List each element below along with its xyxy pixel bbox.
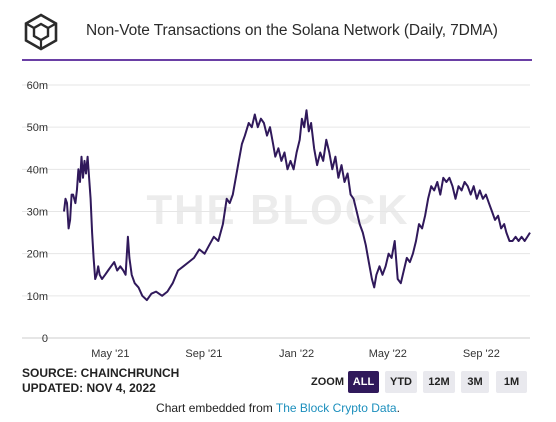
zoom-all-button[interactable]: ALL	[348, 371, 379, 393]
line-chart: THE BLOCK 0 10m 20m 30m 40m 50m 60m May '21 Sep…	[22, 80, 531, 360]
y-tick-label: 40m	[27, 164, 48, 176]
zoom-ytd-button[interactable]: YTD	[385, 371, 417, 393]
embed-footer: Chart embedded from The Block Crypto Dat…	[0, 401, 556, 415]
y-tick-label: 10m	[27, 291, 48, 303]
the-block-logo-icon	[24, 13, 58, 51]
x-axis-ticks: May '21 Sep '21 Jan '22 May '22 Sep '22	[91, 348, 500, 360]
x-tick-label: Sep '21	[185, 348, 222, 360]
updated-label: UPDATED: NOV 4, 2022	[22, 381, 156, 395]
source-note: SOURCE: CHAINCHRUNCH UPDATED: NOV 4, 202…	[22, 366, 179, 396]
the-block-data-link[interactable]: The Block Crypto Data	[275, 401, 397, 415]
chart-title: Non-Vote Transactions on the Solana Netw…	[86, 22, 498, 39]
series-line	[63, 109, 531, 302]
zoom-1m-button[interactable]: 1M	[496, 371, 527, 393]
gridlines	[22, 84, 530, 339]
x-tick-label: Sep '22	[463, 348, 500, 360]
y-tick-label: 30m	[27, 207, 48, 219]
y-tick-label: 0	[42, 333, 48, 345]
x-tick-label: May '21	[91, 348, 129, 360]
y-tick-label: 60m	[27, 80, 48, 92]
zoom-12m-button[interactable]: 12M	[423, 371, 455, 393]
title-divider	[22, 59, 532, 61]
zoom-label: ZOOM	[311, 376, 344, 388]
y-tick-label: 50m	[27, 122, 48, 134]
x-tick-label: Jan '22	[279, 348, 314, 360]
y-axis-ticks: 0 10m 20m 30m 40m 50m 60m	[27, 80, 48, 345]
chart-watermark: THE BLOCK	[147, 186, 410, 233]
footer-prefix: Chart embedded from	[156, 401, 276, 415]
zoom-3m-button[interactable]: 3M	[461, 371, 489, 393]
x-tick-label: May '22	[369, 348, 407, 360]
footer-suffix: .	[396, 401, 400, 415]
y-tick-label: 20m	[27, 249, 48, 261]
source-label: SOURCE: CHAINCHRUNCH	[22, 366, 180, 380]
